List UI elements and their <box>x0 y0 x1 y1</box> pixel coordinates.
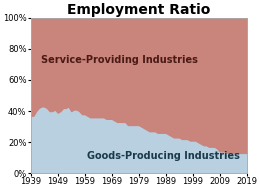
Title: Employment Ratio: Employment Ratio <box>67 3 210 17</box>
Text: Goods-Producing Industries: Goods-Producing Industries <box>87 151 240 161</box>
Text: Service-Providing Industries: Service-Providing Industries <box>42 55 198 65</box>
